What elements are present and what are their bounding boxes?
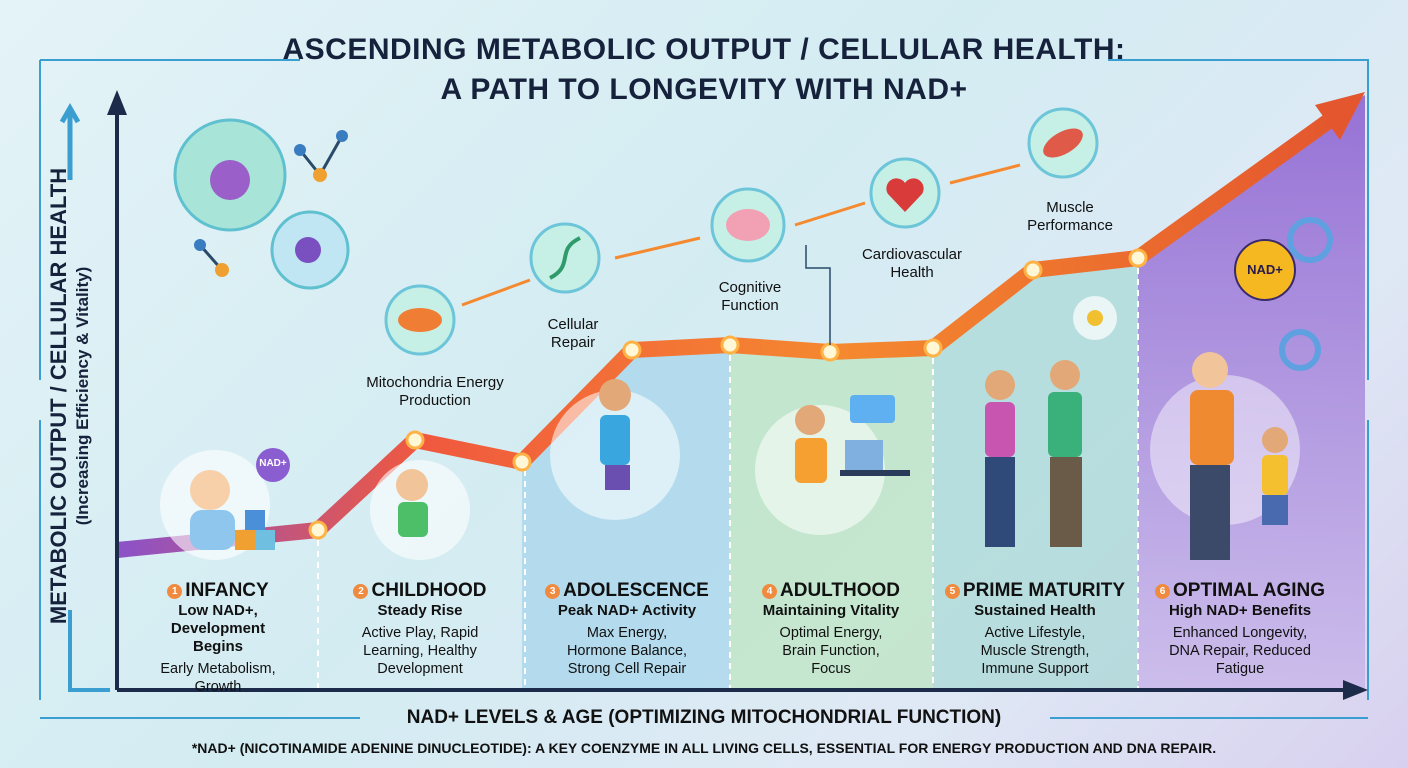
benefit-cognitive: Cognitive Function (718, 279, 782, 314)
stage-title: ADOLESCENCE (563, 580, 709, 601)
benefit-cellular-repair: Cellular Repair (547, 316, 599, 351)
grandchild-figure (1262, 427, 1288, 453)
stage-details: Active Lifestyle, Muscle Strength, Immun… (980, 625, 1090, 677)
stage-details: Early Metabolism, Growth (160, 661, 276, 695)
footnote: *NAD+ (NICOTINAMIDE ADENINE DINUCLEOTIDE… (191, 740, 1217, 756)
stage-separators (317, 268, 1139, 688)
stage-subtitle: Sustained Health (974, 602, 1096, 619)
cell-icons (173, 118, 350, 290)
y-axis-label: METABOLIC OUTPUT / CELLULAR HEALTH (Incr… (46, 166, 94, 626)
benefit-cardiovascular: Cardiovascular Health (861, 246, 963, 281)
stage-details: Optimal Energy, Brain Function, Focus (779, 625, 883, 677)
stage-subtitle: Low NAD+, Development Begins (170, 602, 266, 655)
stage-title: PRIME MATURITY (962, 580, 1126, 601)
stage-adulthood: 4 ADULTHOOD Maintaining Vitality Optimal … (731, 580, 931, 678)
stage-number: 6 (1155, 584, 1170, 599)
benefit-muscle: Muscle Performance (1027, 199, 1113, 234)
stage-subtitle: Peak NAD+ Activity (557, 602, 697, 619)
nad-bubble-text: NAD+ (259, 458, 287, 469)
page-title: ASCENDING METABOLIC OUTPUT / CELLULAR HE… (0, 30, 1408, 110)
child-figure (396, 469, 428, 501)
adult-figure (795, 405, 825, 435)
gear-icon (1287, 217, 1333, 263)
stage-optimal-aging: 6 OPTIMAL AGING High NAD+ Benefits Enhanc… (1140, 580, 1340, 678)
stage-number: 4 (762, 584, 778, 599)
benefit-arrows (461, 163, 1021, 307)
people-illustrations (160, 217, 1333, 560)
y-axis-title: METABOLIC OUTPUT / CELLULAR HEALTH (46, 167, 71, 625)
title-line-1: ASCENDING METABOLIC OUTPUT / CELLULAR HE… (282, 33, 1126, 66)
nad-speech-bubble (256, 448, 290, 482)
stage-subtitle: Steady Rise (377, 602, 463, 619)
nad-gear-icon (1234, 239, 1296, 301)
elder-figure (1192, 352, 1228, 388)
hiker-man-figure (1050, 360, 1080, 390)
y-axis-subtitle: (Increasing Efficiency & Vitality) (73, 266, 92, 526)
stage-childhood: 2 CHILDHOOD Steady Rise Active Play, Rapi… (320, 580, 520, 678)
stage-title: CHILDHOOD (371, 580, 487, 601)
hiker-woman-figure (985, 370, 1015, 400)
stage-title: INFANCY (185, 580, 269, 601)
y-up-arrow-icon (59, 102, 81, 180)
stage-number: 2 (353, 584, 369, 599)
stage-adolescence: 3 ADOLESCENCE Peak NAD+ Activity Max Ener… (527, 580, 727, 678)
stage-details: Active Play, Rapid Learning, Healthy Dev… (361, 625, 479, 677)
teen-runner-figure (599, 379, 631, 411)
stage-subtitle: Maintaining Vitality (762, 602, 900, 619)
x-axis-label: NAD+ LEVELS & AGE (OPTIMIZING MITOCHONDR… (406, 707, 1002, 728)
stage-number: 5 (944, 584, 960, 599)
nad-gear-text: NAD+ (1247, 262, 1283, 277)
frame-border (39, 59, 1369, 700)
stage-title: ADULTHOOD (780, 580, 900, 601)
stage-number: 3 (545, 584, 561, 599)
benefit-icons (384, 107, 1099, 356)
stage-subtitle: High NAD+ Benefits (1168, 602, 1312, 619)
stage-details: Max Energy, Hormone Balance, Strong Cell… (566, 625, 688, 677)
stage-title: OPTIMAL AGING (1173, 580, 1325, 601)
stage-details: Enhanced Longevity, DNA Repair, Reduced … (1169, 625, 1311, 677)
path-nodes (308, 248, 1148, 540)
baby-figure (190, 470, 230, 510)
stage-number: 1 (167, 584, 183, 599)
stage-infancy: 1 INFANCY Low NAD+, Development Begins Ea… (118, 580, 318, 696)
gear-icon (1279, 329, 1321, 371)
axes (107, 90, 1368, 700)
benefit-mitochondria: Mitochondria Energy Production (366, 374, 504, 409)
prime-area (933, 258, 1138, 690)
title-line-2: A PATH TO LONGEVITY WITH NAD+ (440, 73, 968, 106)
stage-prime-maturity: 5 PRIME MATURITY Sustained Health Active … (935, 580, 1135, 678)
growth-arrowhead (1315, 92, 1365, 140)
